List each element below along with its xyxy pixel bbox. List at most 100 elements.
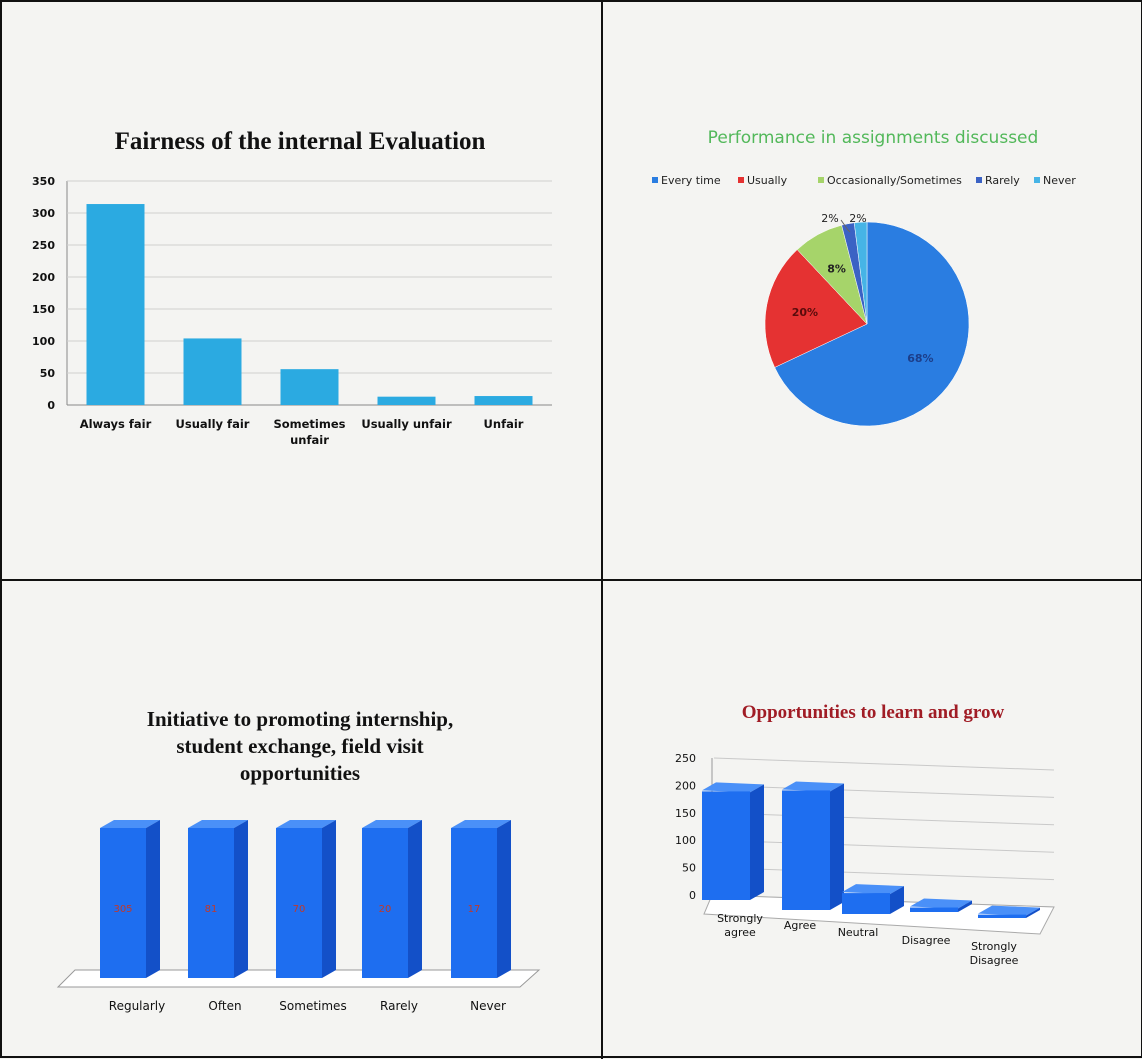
y-tick-label: 300: [32, 207, 55, 220]
y-tick-label: 100: [675, 834, 696, 847]
y-tick-label: 100: [32, 335, 55, 348]
leader-line: [840, 219, 851, 233]
x-tick-label: Sometimes: [279, 999, 346, 1013]
bar: [188, 828, 234, 978]
bar-data-label: 20: [379, 904, 392, 915]
bar: [362, 828, 408, 978]
bar-side: [830, 783, 844, 910]
pie-data-label: 2%: [849, 212, 866, 225]
y-tick-label: 150: [32, 303, 55, 316]
bar-side: [146, 820, 160, 978]
bar-side: [234, 820, 248, 978]
panel-initiative: Initiative to promoting internship, stud…: [0, 582, 600, 1058]
chart-title-performance: Performance in assignments discussed: [707, 128, 1039, 148]
bar: [280, 369, 339, 405]
bar: [183, 338, 242, 405]
bar-data-label: 81: [205, 904, 218, 915]
y-tick-label: 0: [47, 399, 55, 412]
gridline: [713, 784, 1055, 798]
x-tick-label: unfair: [290, 433, 329, 447]
pie-slice: [774, 221, 970, 427]
legend-swatch: [652, 177, 658, 183]
bar: [377, 396, 436, 405]
panel-opportunities: Opportunities to learn and grow 0 50 100 15…: [604, 582, 1142, 1058]
pie-data-label: 8%: [827, 263, 846, 276]
bar-side: [497, 820, 511, 978]
x-tick-label: Sometimes: [273, 417, 345, 431]
legend-swatch: [1034, 177, 1040, 183]
bar: [86, 204, 145, 405]
x-tick-label: Often: [208, 999, 241, 1013]
legend-label: Every time: [661, 174, 721, 187]
legend-label: Usually: [747, 174, 788, 187]
legend-label: Rarely: [985, 174, 1020, 187]
bar-top: [451, 820, 511, 828]
legend-label: Never: [1043, 174, 1076, 187]
pie-slice: [764, 249, 868, 368]
x-tick-label: Always fair: [80, 417, 152, 431]
x-tick-label: Disagree: [970, 954, 1019, 967]
x-tick-label: Rarely: [380, 999, 418, 1013]
bar: [910, 907, 958, 912]
x-tick-label: Regularly: [109, 999, 165, 1013]
legend-swatch: [976, 177, 982, 183]
y-tick-label: 250: [675, 752, 696, 765]
y-tick-label: 0: [689, 889, 696, 902]
bar-top: [188, 820, 248, 828]
title-line-1: Initiative to promoting internship,: [146, 707, 454, 731]
x-tick-label: Strongly: [717, 912, 763, 925]
chart-title-fairness: Fairness of the internal Evaluation: [114, 128, 486, 155]
bar-data-label: 70: [293, 904, 306, 915]
legend-swatch: [738, 177, 744, 183]
bar: [474, 396, 533, 405]
x-tick-label: agree: [724, 926, 756, 939]
bar: [276, 828, 322, 978]
bar: [842, 893, 890, 914]
gridline: [713, 839, 1055, 853]
x-tick-label: Strongly: [971, 940, 1017, 953]
x-tick-label: Usually fair: [176, 417, 250, 431]
pie-data-label: 20%: [792, 306, 818, 319]
bar-top: [702, 782, 764, 793]
bar-top: [100, 820, 160, 828]
x-tick-label: Never: [470, 999, 506, 1013]
y-tick-label: 350: [32, 175, 55, 188]
bar-side: [958, 900, 972, 912]
panel-performance: Performance in assignments discussed Eve…: [604, 0, 1142, 578]
y-tick-label: 50: [682, 862, 696, 875]
title-line-3: opportunities: [239, 761, 361, 785]
x-tick-label: Disagree: [902, 934, 951, 947]
x-tick-label: Agree: [784, 919, 817, 932]
bar-top: [362, 820, 422, 828]
y-tick-label: 150: [675, 807, 696, 820]
bar-top: [978, 905, 1040, 916]
pie-data-label: 2%: [821, 212, 838, 225]
bar-side: [750, 784, 764, 900]
bar: [451, 828, 497, 978]
bar-chart-initiative: 305 Regularly 81 Often 70 Sometimes 20 Rarely 17…: [56, 820, 541, 1013]
pie-chart-performance: Every time Usually Occasionally/Sometimes R…: [652, 174, 1076, 427]
gridline: [713, 812, 1055, 826]
bar-side: [408, 820, 422, 978]
bar-side: [322, 820, 336, 978]
bar-side: [890, 886, 904, 914]
y-tick-label: 200: [32, 271, 55, 284]
x-tick-label: Unfair: [484, 417, 524, 431]
bar: [782, 790, 830, 910]
bar: [100, 828, 146, 978]
chart-title-initiative: Initiative to promoting internship, stud…: [0, 706, 600, 787]
chart-title-opportunities: Opportunities to learn and grow: [741, 702, 1005, 723]
legend-swatch: [818, 177, 824, 183]
bar-data-label: 305: [113, 904, 132, 915]
bar-top: [782, 781, 844, 792]
bar-top: [842, 884, 904, 895]
pie-slice: [853, 221, 868, 325]
bar-chart-fairness: 0 50 100 150 200 250 300 350 Always fair Usually …: [32, 175, 552, 447]
pie-data-label: 68%: [907, 352, 933, 365]
bar-data-label: 17: [468, 904, 481, 915]
panel-fairness: Fairness of the internal Evaluation 0 50 1…: [0, 0, 600, 578]
bar-top: [276, 820, 336, 828]
y-tick-label: 200: [675, 779, 696, 792]
bar-chart-opportunities: 050100150200250StronglyagreeAgreeNeutral…: [675, 752, 1055, 967]
